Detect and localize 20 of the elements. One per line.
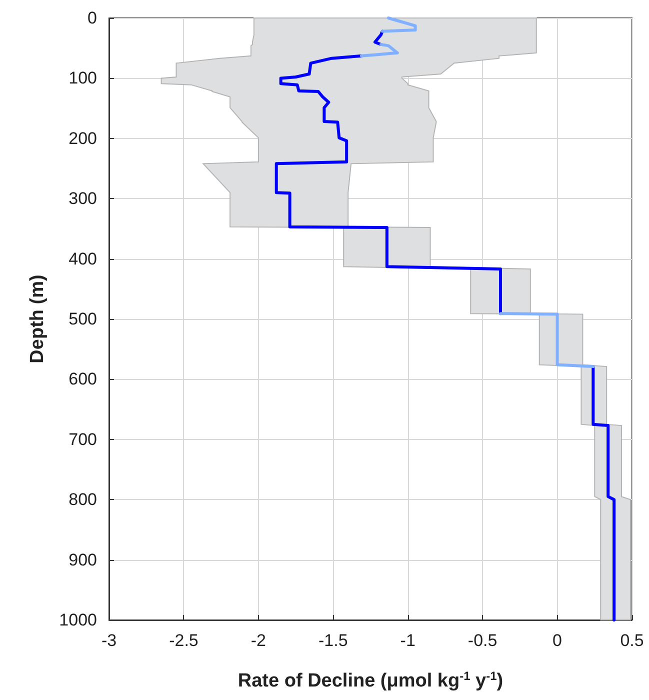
y-tick-label: 600: [68, 370, 97, 389]
y-tick-label: 900: [68, 550, 97, 570]
y-tick-label: 0: [88, 8, 97, 28]
y-tick-label: 100: [68, 68, 97, 88]
x-tick-label: -1.5: [318, 631, 348, 650]
y-tick-label: 300: [68, 189, 97, 208]
x-tick-label: -2: [250, 631, 266, 650]
x-tick-label: -3: [101, 631, 117, 650]
y-tick-label: 700: [68, 430, 97, 449]
y-tick-label: 200: [68, 128, 97, 148]
x-tick-label: -0.5: [468, 631, 498, 650]
x-tick-label: -2.5: [169, 631, 198, 650]
y-tick-label: 400: [68, 249, 97, 268]
y-tick-label: 1000: [59, 610, 97, 630]
y-axis-title: Depth (m): [27, 274, 48, 364]
x-tick-label: 0.5: [620, 631, 644, 650]
y-tick-label: 800: [68, 490, 97, 510]
y-tick-label: 500: [68, 310, 97, 328]
x-tick-label: 0: [552, 631, 562, 650]
x-tick-label: -1: [400, 631, 416, 650]
